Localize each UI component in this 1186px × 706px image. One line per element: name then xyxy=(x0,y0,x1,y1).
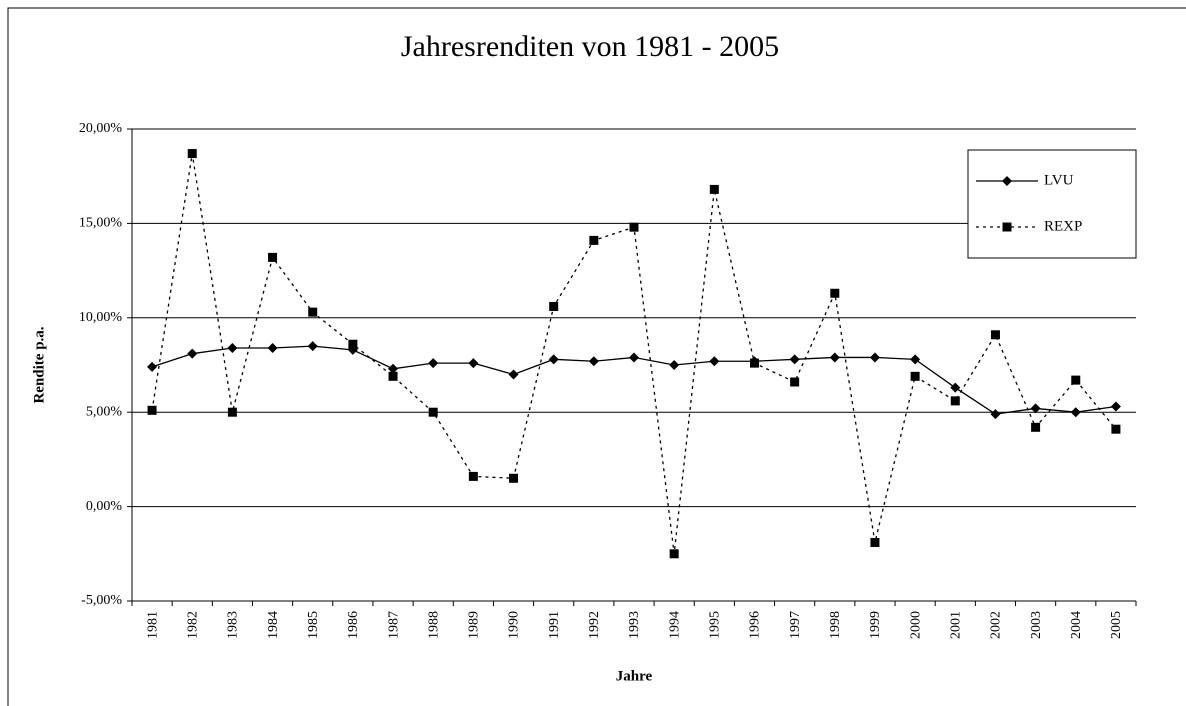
marker xyxy=(950,382,961,393)
marker xyxy=(147,405,157,415)
x-tick-label: 1983 xyxy=(226,611,241,639)
x-tick-label: 1986 xyxy=(346,611,361,639)
y-tick-label: 20,00% xyxy=(79,121,123,136)
marker xyxy=(709,356,720,367)
marker xyxy=(789,354,800,365)
x-tick-label: 1992 xyxy=(587,611,602,639)
x-tick-label: 1985 xyxy=(306,611,321,639)
chart-border xyxy=(7,7,1186,706)
legend-box xyxy=(967,149,1137,259)
marker xyxy=(709,184,719,194)
marker xyxy=(227,343,238,354)
marker xyxy=(1031,422,1041,432)
marker xyxy=(589,235,599,245)
x-tick-label: 2002 xyxy=(989,611,1004,639)
marker xyxy=(508,369,519,380)
marker xyxy=(829,352,840,363)
legend-marker xyxy=(1002,176,1012,186)
marker xyxy=(669,549,679,559)
x-tick-label: 2003 xyxy=(1029,611,1044,639)
marker xyxy=(950,396,960,406)
marker xyxy=(1070,407,1081,418)
x-tick-label: 1982 xyxy=(185,611,200,639)
marker xyxy=(1030,403,1041,414)
x-tick-label: 1993 xyxy=(627,611,642,639)
x-tick-label: 1988 xyxy=(426,611,441,639)
x-tick-label: 1997 xyxy=(788,611,803,639)
marker xyxy=(348,339,358,349)
y-tick-label: 10,00% xyxy=(79,310,123,325)
y-tick-label: 5,00% xyxy=(86,404,123,419)
y-tick-label: 0,00% xyxy=(86,499,123,514)
marker xyxy=(388,371,398,381)
x-tick-label: 1998 xyxy=(828,611,843,639)
x-tick-label: 1990 xyxy=(507,611,522,639)
x-tick-label: 1995 xyxy=(708,611,723,639)
marker xyxy=(749,358,759,368)
y-tick-label: 15,00% xyxy=(79,216,123,231)
marker xyxy=(428,358,439,369)
legend-label: LVU xyxy=(1044,172,1074,188)
marker xyxy=(588,356,599,367)
x-axis-label: Jahre xyxy=(616,668,653,684)
marker xyxy=(549,301,559,311)
marker xyxy=(308,307,318,317)
marker xyxy=(990,330,1000,340)
marker xyxy=(267,343,278,354)
x-tick-label: 1981 xyxy=(145,611,160,639)
x-tick-label: 1996 xyxy=(748,611,763,639)
marker xyxy=(147,361,158,372)
marker xyxy=(669,360,680,370)
marker xyxy=(548,354,559,365)
marker xyxy=(268,252,278,262)
marker xyxy=(227,407,237,417)
marker xyxy=(910,371,920,381)
y-tick-label: -5,00% xyxy=(81,593,122,608)
x-tick-label: 1991 xyxy=(547,611,562,639)
x-tick-label: 2000 xyxy=(908,611,923,639)
marker xyxy=(307,341,318,352)
x-tick-label: 1984 xyxy=(266,611,281,639)
marker xyxy=(869,352,880,363)
marker xyxy=(990,409,1001,420)
legend-marker xyxy=(1002,222,1012,232)
marker xyxy=(468,471,478,481)
marker xyxy=(830,288,840,298)
legend-label: REXP xyxy=(1044,218,1082,234)
x-tick-label: 2001 xyxy=(948,611,963,639)
x-tick-label: 2004 xyxy=(1069,611,1084,639)
marker xyxy=(187,149,197,159)
marker xyxy=(1111,424,1121,434)
marker xyxy=(1110,401,1121,412)
marker xyxy=(870,537,880,547)
marker xyxy=(428,407,438,417)
chart-title: Jahresrenditen von 1981 - 2005 xyxy=(401,30,779,63)
marker xyxy=(790,377,800,387)
marker xyxy=(388,363,399,374)
marker xyxy=(509,473,519,483)
x-tick-label: 1994 xyxy=(667,611,682,639)
marker xyxy=(629,352,639,363)
marker xyxy=(468,358,479,369)
x-tick-label: 1989 xyxy=(467,611,482,639)
x-tick-label: 1987 xyxy=(386,611,401,639)
marker xyxy=(629,222,639,232)
y-axis-label: Rendite p.a. xyxy=(31,326,47,403)
x-tick-label: 1999 xyxy=(868,611,883,639)
x-tick-label: 2005 xyxy=(1109,611,1124,639)
marker xyxy=(910,354,921,365)
marker xyxy=(1071,375,1081,385)
marker xyxy=(187,348,198,359)
